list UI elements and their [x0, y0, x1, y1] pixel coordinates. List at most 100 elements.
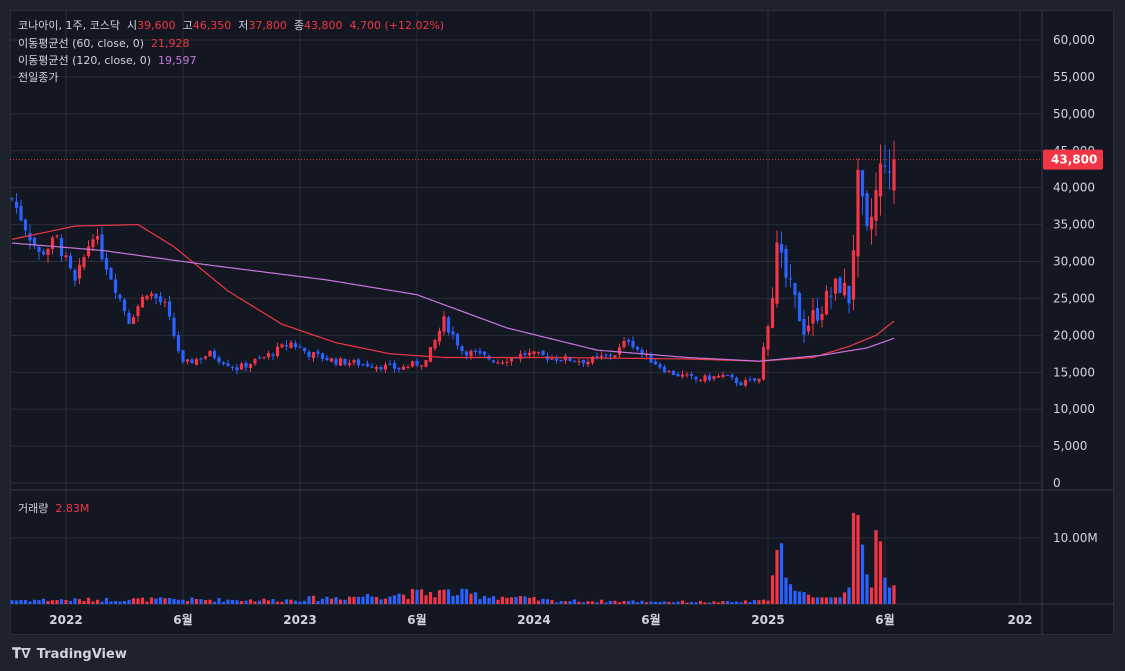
close-value: 43,800	[303, 19, 343, 32]
candle-body	[181, 350, 185, 363]
volume-bar	[230, 599, 235, 604]
candle-body	[694, 376, 698, 380]
volume-bar	[203, 600, 208, 604]
volume-bar	[311, 595, 316, 604]
volume-bar	[590, 601, 595, 604]
candle-body	[541, 350, 545, 356]
candle-body	[208, 350, 212, 357]
volume-legend[interactable]: 거래량 2.83M	[18, 502, 89, 516]
volume-bar	[176, 599, 181, 604]
ma120-legend[interactable]: 이동평균선 (120, close, 0) 19,597	[18, 54, 197, 68]
volume-bar	[892, 585, 896, 604]
candle-body	[253, 359, 257, 364]
volume-bar	[14, 600, 19, 604]
volume-bar	[419, 589, 424, 604]
volume-bar	[833, 597, 838, 604]
volume-bar	[59, 599, 64, 604]
candle-body	[847, 285, 851, 304]
candle-body	[406, 366, 410, 368]
candle-body	[172, 318, 176, 336]
candle-body	[307, 351, 311, 357]
candle-body	[653, 361, 658, 365]
candle-body	[856, 169, 860, 257]
candle-body	[154, 293, 158, 299]
volume-bar	[451, 595, 455, 604]
volume-bar	[869, 587, 874, 604]
volume-bar	[797, 591, 802, 604]
volume-bar	[397, 593, 401, 604]
candle-body	[797, 292, 802, 322]
candle-body	[212, 351, 217, 359]
volume-bar	[622, 601, 626, 604]
tradingview-logo[interactable]: 𝐓∇ TradingView	[12, 646, 127, 662]
volume-bar	[172, 598, 176, 604]
volume-bar	[536, 600, 541, 604]
candle-body	[509, 357, 514, 362]
candle-body	[244, 362, 248, 368]
volume-bar	[239, 601, 244, 604]
candle-body	[221, 362, 226, 365]
volume-bar	[428, 592, 433, 604]
price-axis[interactable]: 60,00055,00050,00045,00040,00035,00030,0…	[1053, 33, 1095, 490]
price-tick-label: 25,000	[1053, 291, 1095, 305]
volume-bar	[275, 601, 280, 604]
volume-bar	[208, 599, 212, 604]
volume-bar	[613, 600, 617, 604]
candle-body	[50, 237, 55, 250]
volume-bar	[316, 601, 320, 604]
volume-bar	[424, 595, 428, 604]
volume-bar	[725, 601, 730, 604]
ma60-legend[interactable]: 이동평균선 (60, close, 0) 21,928	[18, 37, 190, 51]
candle-body	[667, 371, 671, 373]
candle-body	[32, 237, 37, 246]
volume-bar	[500, 596, 505, 604]
volume-bar	[631, 600, 635, 604]
candle-body	[73, 270, 77, 281]
volume-bar	[563, 601, 568, 604]
volume-bar	[545, 599, 550, 604]
volume-bar	[752, 599, 757, 604]
volume-bar	[694, 602, 698, 604]
candle-body	[536, 351, 541, 353]
volume-bar	[712, 601, 716, 604]
volume-bar	[455, 594, 460, 604]
volume-bar	[392, 595, 397, 604]
volume-bar	[32, 599, 37, 604]
candle-body	[46, 248, 50, 256]
volume-axis[interactable]: 10.00M	[1053, 531, 1098, 545]
prev-close-label: 전일종가	[18, 71, 59, 84]
candle-body	[464, 351, 469, 356]
prev-close-legend[interactable]: 전일종가	[18, 71, 58, 85]
volume-bar	[491, 596, 496, 604]
candle-body	[388, 363, 392, 365]
candle-body	[568, 356, 572, 361]
volume-bar	[100, 601, 104, 604]
symbol-legend[interactable]: 코나아이, 1주, 코스닥 시39,600 고46,350 저37,800 종4…	[18, 19, 444, 33]
candle-body	[613, 355, 617, 358]
time-axis[interactable]: 2022 6월 2023 6월 2024 6월 2025 6월 202	[49, 612, 1032, 627]
volume-bar	[883, 577, 887, 604]
chart-canvas[interactable]: 60,00055,00050,00045,00040,00035,00030,0…	[10, 10, 1114, 635]
volume-bar	[221, 601, 226, 604]
volume-bar	[104, 597, 109, 604]
time-tick-label: 6월	[407, 612, 426, 627]
candle-body	[478, 351, 482, 354]
grid-lines	[10, 10, 1114, 635]
volume-bar	[640, 600, 644, 604]
candle-body	[122, 299, 127, 311]
candle-body	[703, 375, 707, 382]
volume-bar	[779, 543, 784, 604]
volume-bar	[68, 600, 73, 604]
volume-bar	[842, 592, 847, 604]
volume-bar	[41, 598, 46, 604]
candle-body	[37, 246, 41, 252]
candle-body	[230, 366, 235, 368]
last-price-tag: 43,800	[1043, 149, 1103, 170]
price-tick-label: 5,000	[1053, 439, 1087, 453]
candle-body	[293, 343, 298, 348]
candle-body	[365, 363, 370, 367]
candle-body	[770, 298, 775, 328]
volume-bar	[730, 602, 734, 604]
price-tick-label: 10,000	[1053, 402, 1095, 416]
volume-bar	[379, 599, 383, 604]
